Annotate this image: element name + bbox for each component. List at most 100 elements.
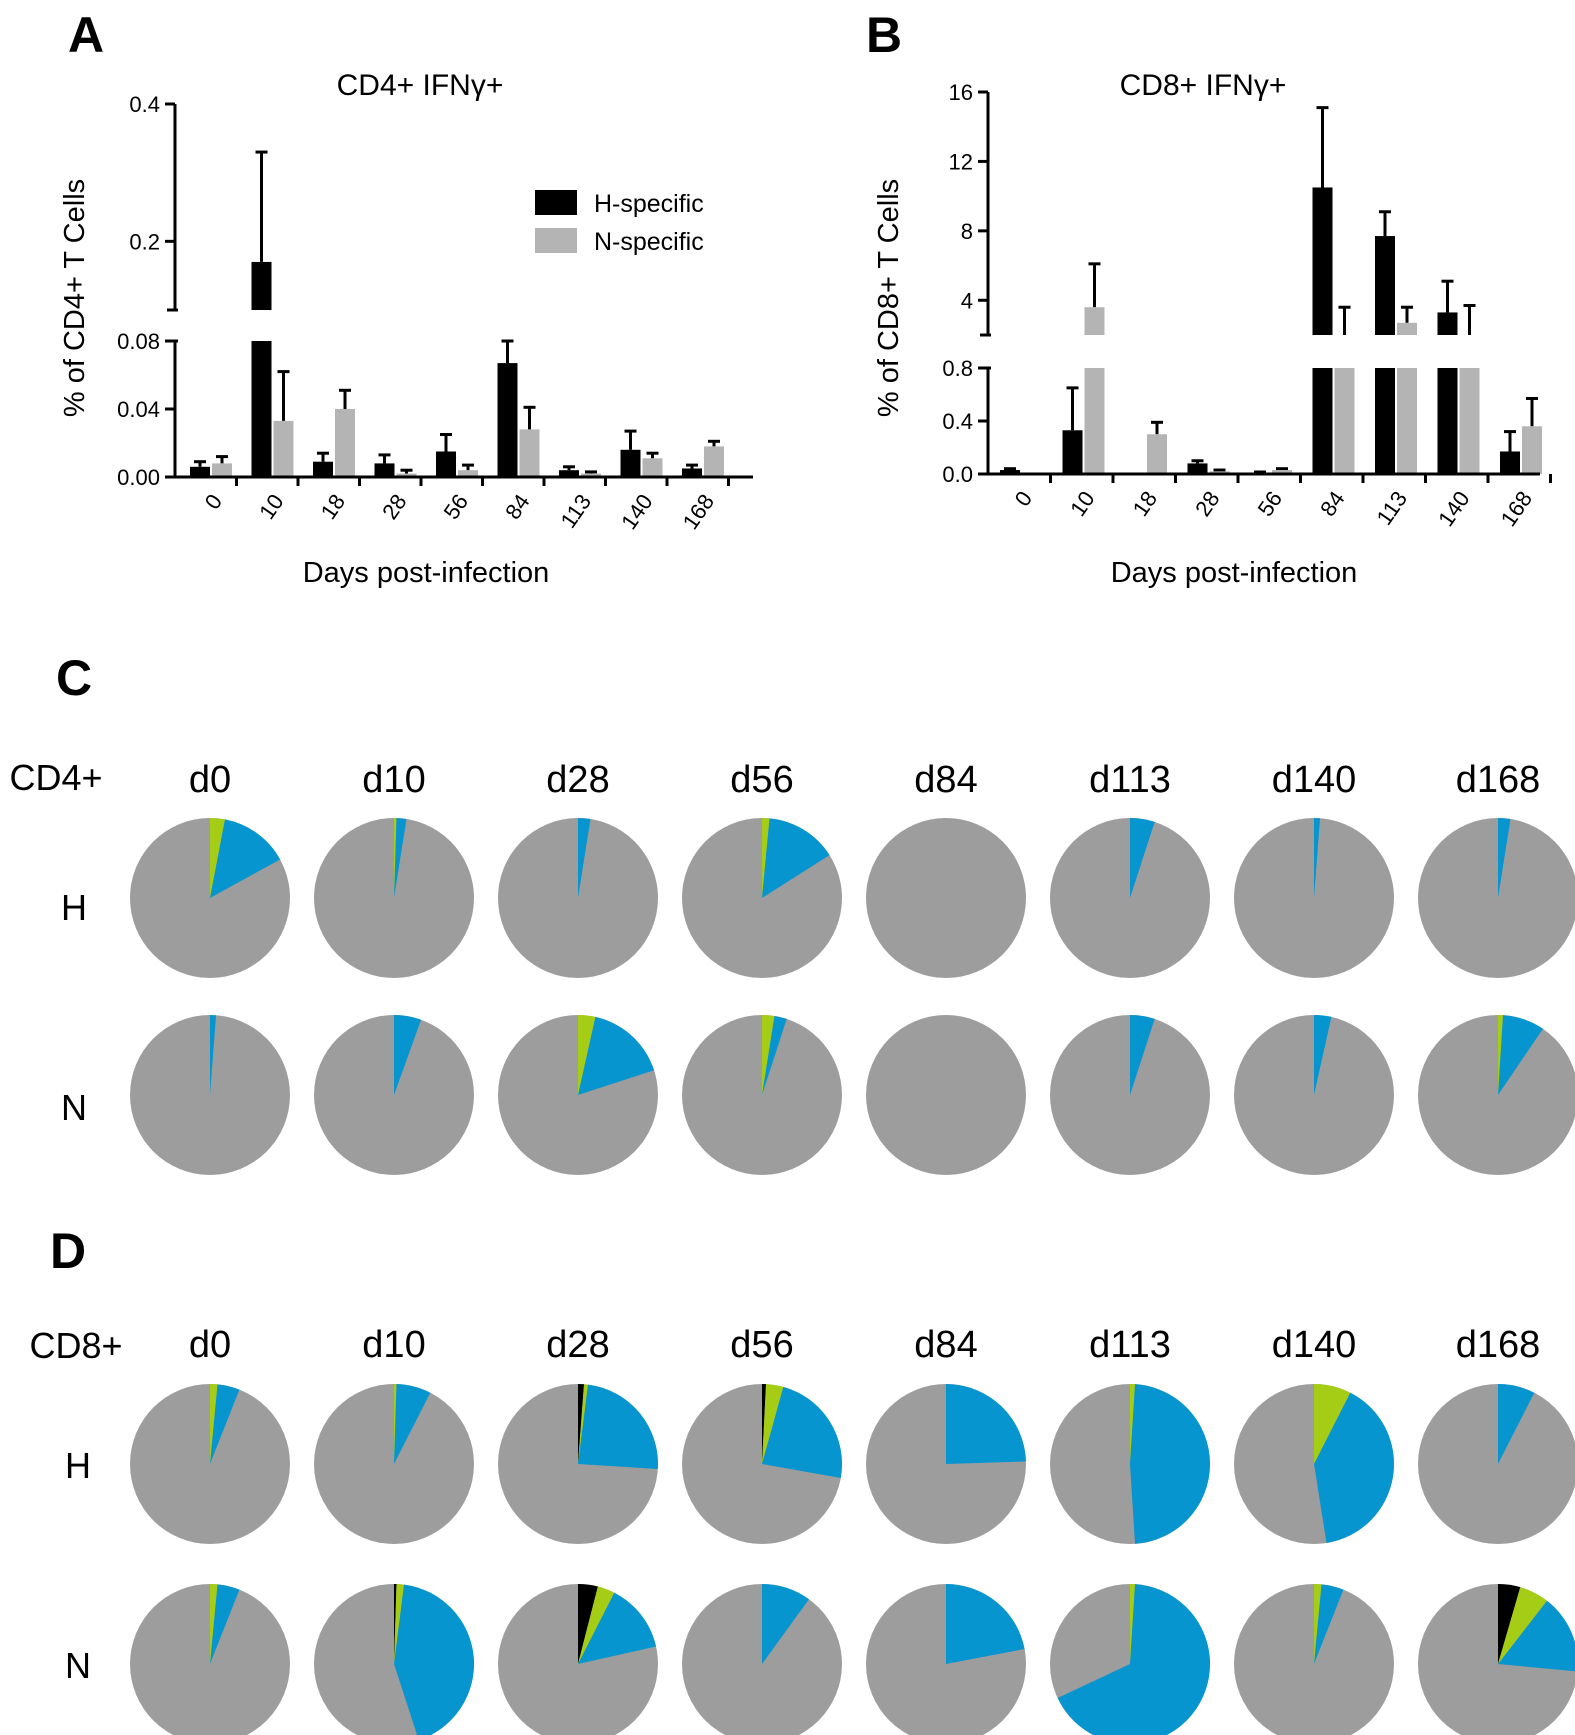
bar-n-lower <box>1084 368 1105 474</box>
x-tick-label: 84 <box>500 490 535 524</box>
day-label-d84: d84 <box>914 1324 977 1366</box>
pie-slice-black <box>762 1384 767 1464</box>
panel-c-letter: C <box>56 650 92 706</box>
pie-slice-blue <box>1498 1015 1543 1095</box>
y-tick-label: 0.2 <box>129 229 160 254</box>
bar-h-upper <box>1437 312 1458 335</box>
pie-slice-green <box>762 1015 775 1095</box>
bar-h-lower <box>1312 368 1333 474</box>
pie-slice-blue <box>578 818 591 898</box>
day-label-d140: d140 <box>1272 1324 1357 1366</box>
panel-d-letter: D <box>50 1223 86 1279</box>
x-tick-label: 56 <box>439 490 474 524</box>
pie-slice-blue <box>762 818 830 898</box>
panel-b-letter: B <box>866 7 902 63</box>
bar-h <box>190 466 210 477</box>
pie-slice-green <box>578 1015 596 1095</box>
day-label-d168: d168 <box>1456 759 1541 801</box>
pie-slice-blue <box>762 1015 787 1095</box>
x-tick-label: 0 <box>200 490 228 514</box>
pie-slice-black <box>394 1584 397 1664</box>
pie-slice-green <box>762 1384 784 1464</box>
pie-slice-blue <box>946 1584 1025 1664</box>
day-label-d113: d113 <box>1089 759 1171 801</box>
pie-slice-black <box>1498 1584 1521 1664</box>
bar-n <box>458 470 478 477</box>
bar-h <box>497 363 518 477</box>
bar-h-upper <box>251 261 272 310</box>
bar-n <box>335 409 355 477</box>
pie-c-group-label: CD4+ <box>9 757 102 798</box>
bar-n-lower <box>1334 368 1355 474</box>
y-tick-label: 0.04 <box>117 397 160 422</box>
pie-slice-blue <box>1314 1015 1332 1095</box>
pie-c-row-n-label: N <box>61 1087 87 1128</box>
chart-a-plot: 0.00 0.04 0.08 0.2 0.4 0 10 18 28 56 84 113 140 168 <box>117 92 753 534</box>
chart-b-plot: 0.0 0.4 0.8 4 8 12 16 0 10 18 28 56 84 113 140 168 <box>942 80 1552 531</box>
x-tick-label: 18 <box>316 490 351 524</box>
bar-h-lower <box>1437 368 1458 474</box>
pie-slice-green <box>210 818 225 898</box>
x-tick-label: 10 <box>1065 487 1100 521</box>
y-tick-label: 4 <box>961 288 973 313</box>
bar-h <box>313 461 333 477</box>
pie-slice-blue <box>578 1592 657 1664</box>
day-label-d10: d10 <box>362 759 425 801</box>
legend-h-swatch <box>535 190 577 215</box>
pie-slice-blue <box>1498 1600 1575 1672</box>
bar-h-lower <box>251 341 272 477</box>
pie-h-d84 <box>866 818 1026 978</box>
day-label-d0: d0 <box>189 759 231 801</box>
pie-n-d168 <box>1418 1015 1575 1175</box>
legend-n-swatch <box>535 228 577 253</box>
bar-n <box>704 446 724 477</box>
day-label-d28: d28 <box>546 759 609 801</box>
chart-b: CD8+ IFNγ+ Days post-infection % of CD8+… <box>873 69 1552 589</box>
pie-slice-blue <box>394 1384 431 1464</box>
y-tick-label: 0.4 <box>129 92 160 117</box>
y-tick-label: 0.00 <box>117 465 160 490</box>
y-tick-label: 0.0 <box>942 462 973 487</box>
bar-h <box>374 463 395 477</box>
pie-slice-blue <box>210 819 281 898</box>
pie-slice-green <box>210 1584 218 1664</box>
bar-n <box>642 458 663 477</box>
bar-h <box>682 468 702 477</box>
bar-h-upper <box>1375 236 1395 335</box>
bar-n-upper <box>1397 322 1417 335</box>
pie-slice-green <box>1498 1015 1504 1095</box>
pie-slice-green <box>394 1384 397 1464</box>
pie-slice-blue <box>578 1016 655 1095</box>
y-tick-label: 0.4 <box>942 409 973 434</box>
x-tick-label: 168 <box>1496 487 1538 531</box>
pie-h-d168 <box>1418 818 1575 978</box>
chart-a: CD4+ IFNγ+ Days post-infection % of CD4+… <box>59 69 753 589</box>
pie-slice-blue <box>1130 1015 1155 1095</box>
bar-n <box>519 429 540 477</box>
bar-h <box>1187 463 1208 474</box>
day-label-d56: d56 <box>730 759 793 801</box>
pie-slice-blue <box>1130 818 1155 898</box>
x-tick-label: 113 <box>1371 487 1412 530</box>
y-tick-label: 0.8 <box>942 356 973 381</box>
pie-n-d84 <box>866 1015 1026 1175</box>
day-label-d168: d168 <box>1456 1324 1541 1366</box>
y-tick-label: 8 <box>961 219 973 244</box>
bar-h <box>1062 430 1083 474</box>
pie-slice-blue <box>762 1584 810 1664</box>
bar-h <box>1000 470 1020 474</box>
pie-panel-c: CD4+ H N d0 d10 d28 d56 d84 d113 d140 d168 <box>9 757 1575 1175</box>
pie-slice-black <box>578 1384 585 1464</box>
legend-n-label: N-specific <box>594 228 704 256</box>
day-label-d10: d10 <box>362 1324 425 1366</box>
day-label-d84: d84 <box>914 759 977 801</box>
bar-n-upper <box>1084 307 1105 335</box>
bar-n <box>1272 470 1292 474</box>
x-tick-label: 140 <box>1433 487 1475 531</box>
pie-slice-green <box>578 1586 615 1664</box>
x-tick-label: 10 <box>254 490 289 524</box>
x-tick-label: 168 <box>678 490 720 534</box>
x-tick-label: 140 <box>616 490 658 534</box>
day-label-d0: d0 <box>189 1324 231 1366</box>
pie-slice-black <box>578 1584 598 1664</box>
